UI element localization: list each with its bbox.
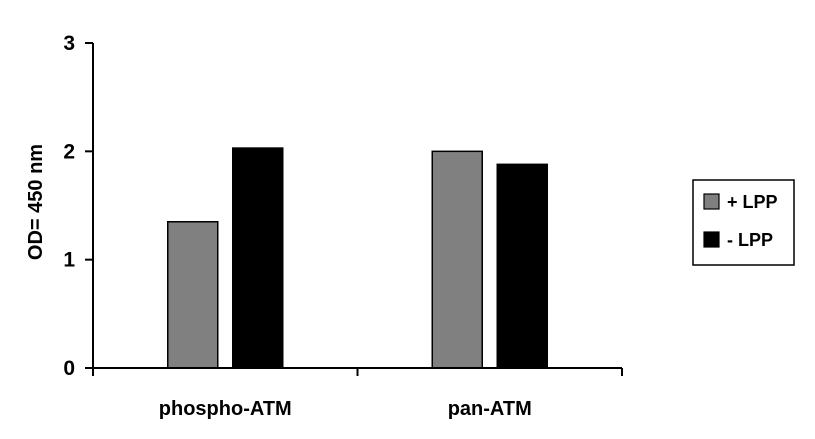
legend-swatch xyxy=(703,231,720,248)
x-category-label: pan-ATM xyxy=(448,398,532,420)
bar xyxy=(496,163,548,369)
legend-label: + LPP xyxy=(727,192,778,212)
legend-items: + LPP - LPP xyxy=(703,192,778,250)
bars-layer xyxy=(167,147,548,369)
bar xyxy=(431,150,483,369)
y-tick-label: 0 xyxy=(63,357,75,380)
legend: + LPP - LPP xyxy=(692,179,795,266)
y-ticks: 0 1 2 3 xyxy=(63,32,93,380)
x-category-label: phospho-ATM xyxy=(159,398,292,420)
y-axis-title: OD= 450 nm xyxy=(25,144,47,260)
y-tick-label: 2 xyxy=(63,140,75,163)
y-tick-label: 1 xyxy=(63,249,75,272)
legend-label: - LPP xyxy=(727,230,773,250)
legend-swatch xyxy=(703,193,720,210)
bar xyxy=(167,221,219,369)
bar xyxy=(232,147,284,369)
x-ticks: phospho-ATM pan-ATM xyxy=(92,368,623,420)
y-tick-label: 3 xyxy=(63,32,75,55)
